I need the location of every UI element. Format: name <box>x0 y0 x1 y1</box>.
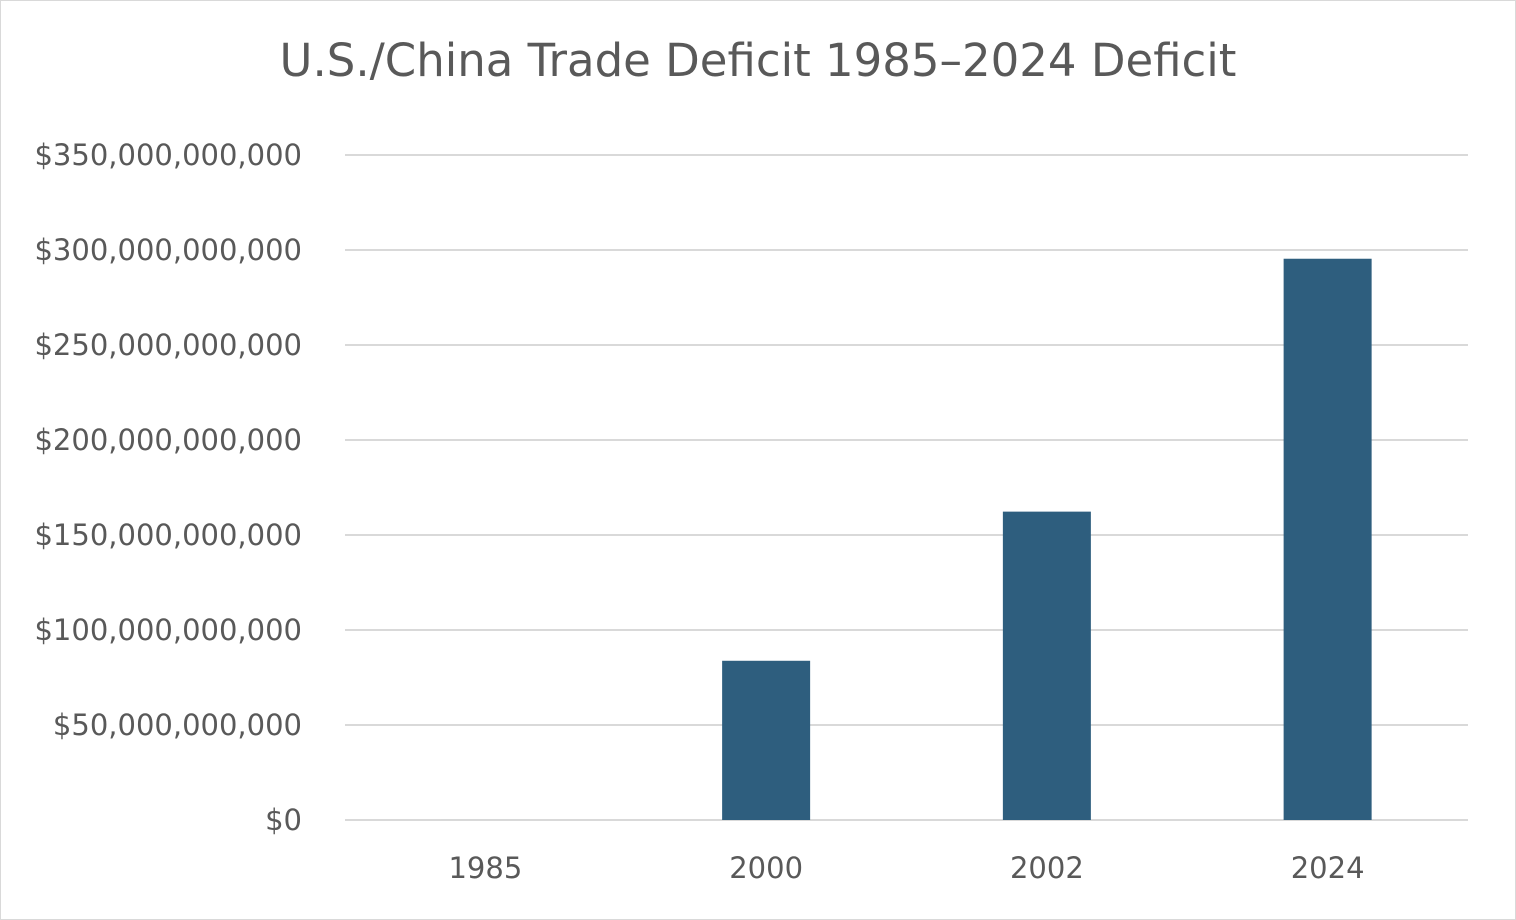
bar-2000 <box>722 660 811 820</box>
bar-2024 <box>1283 258 1372 820</box>
y-tick-label: $200,000,000,000 <box>34 423 302 457</box>
y-tick-label: $350,000,000,000 <box>34 138 302 172</box>
y-tick-label: $100,000,000,000 <box>34 613 302 647</box>
x-tick-label: 1985 <box>448 851 522 885</box>
gridlines <box>345 154 1468 821</box>
y-tick-label: $50,000,000,000 <box>53 708 302 742</box>
x-tick-label: 2002 <box>1010 851 1084 885</box>
y-tick-label: $250,000,000,000 <box>34 328 302 362</box>
chart-title: U.S./China Trade Deficit 1985–2024 Defic… <box>279 34 1237 87</box>
y-tick-label: $300,000,000,000 <box>34 233 302 267</box>
y-tick-label: $0 <box>265 803 302 837</box>
y-axis-tick-labels: $0 $50,000,000,000 $100,000,000,000 $150,00… <box>34 138 302 837</box>
x-axis-tick-labels: 1985 2000 2002 2024 <box>448 851 1364 885</box>
x-tick-label: 2024 <box>1291 851 1365 885</box>
bar-2002 <box>1002 511 1091 820</box>
y-tick-label: $150,000,000,000 <box>34 518 302 552</box>
x-tick-label: 2000 <box>729 851 803 885</box>
bars <box>441 258 1372 820</box>
